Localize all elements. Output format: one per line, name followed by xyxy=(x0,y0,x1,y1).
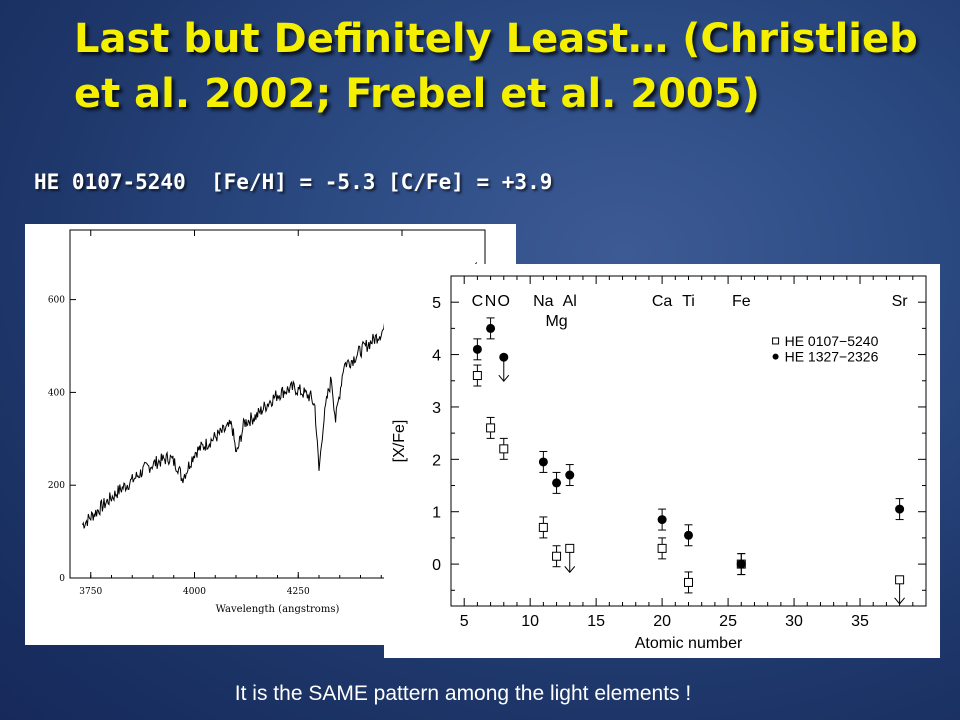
data-point-filled-circle xyxy=(736,559,746,569)
data-point-open-square xyxy=(486,423,496,433)
data-point-open-square xyxy=(895,575,905,585)
data-point-open-square xyxy=(684,577,693,587)
spectrum-y-tick-label: 600 xyxy=(48,296,65,306)
abundance-x-tick-label: 10 xyxy=(521,613,539,630)
abundance-y-axis-label: [X/Fe] xyxy=(391,420,408,463)
abundance-x-tick-label: 30 xyxy=(785,613,803,630)
data-point-filled-circle xyxy=(538,457,548,467)
element-label: Sr xyxy=(892,293,909,310)
abundance-x-axis-label: Atomic number xyxy=(635,635,743,652)
element-label: O xyxy=(498,293,510,310)
spectrum-x-axis-label: Wavelength (angstroms) xyxy=(216,604,340,615)
slide-caption: It is the SAME pattern among the light e… xyxy=(234,682,692,705)
abundance-x-tick-label: 20 xyxy=(653,613,671,630)
spectrum-x-tick-label: 3750 xyxy=(79,587,102,597)
data-point-filled-circle xyxy=(499,352,509,362)
data-point-filled-circle xyxy=(657,515,667,525)
abundance-y-tick-label: 3 xyxy=(432,400,441,417)
upper-limit-arrowhead xyxy=(564,566,576,574)
star-parameters: HE 0107-5240 [Fe/H] = -5.3 [C/Fe] = +3.9 xyxy=(34,170,553,194)
abundance-plot-frame xyxy=(450,275,927,607)
abundance-y-tick-label: 5 xyxy=(432,295,441,312)
slide-title: Last but Definitely Least… (Christlieb e… xyxy=(74,16,918,117)
legend-marker-filled-circle xyxy=(772,353,779,360)
spectrum-x-tick-label: 4250 xyxy=(287,587,310,597)
element-label: Ti xyxy=(682,293,695,310)
abundance-chart-panel: 5 10 15 20 25 30 35 0 1 2 3 4 5 Atomic number [X/Fe] C N… xyxy=(384,264,940,658)
data-point-open-square xyxy=(657,543,667,553)
abundance-x-tick-label: 35 xyxy=(851,613,869,630)
spectrum-y-tick-label: 400 xyxy=(48,388,65,398)
legend-marker-open-square xyxy=(772,337,780,345)
abundance-y-tick-label: 0 xyxy=(432,557,441,574)
element-label: Ca xyxy=(652,293,673,310)
data-point-filled-circle xyxy=(552,478,562,488)
upper-limit-arrowhead xyxy=(894,597,905,605)
data-point-filled-circle xyxy=(472,344,482,354)
data-point-filled-circle xyxy=(486,323,496,333)
data-point-filled-circle xyxy=(684,530,693,540)
element-label: C xyxy=(472,293,484,310)
abundance-x-tick-label: 25 xyxy=(719,613,737,630)
data-point-filled-circle xyxy=(895,504,905,514)
abundance-y-tick-label: 2 xyxy=(432,452,441,469)
upper-limit-arrowhead xyxy=(498,374,510,382)
abundance-x-tick-label: 15 xyxy=(587,613,605,630)
data-point-open-square xyxy=(552,551,562,561)
element-label: Al xyxy=(563,293,577,310)
abundance-y-tick-label: 4 xyxy=(432,348,441,365)
element-label: Mg xyxy=(545,313,567,330)
spectrum-y-tick-label: 0 xyxy=(59,574,65,584)
legend-label: HE 1327−2326 xyxy=(785,349,879,365)
data-point-open-square xyxy=(472,371,482,381)
data-point-open-square xyxy=(538,522,548,532)
data-point-open-square xyxy=(565,543,575,553)
spectrum-x-tick-label: 4000 xyxy=(183,587,206,597)
abundance-x-tick-label: 5 xyxy=(460,613,469,630)
data-point-open-square xyxy=(499,444,509,454)
element-label: Fe xyxy=(732,293,751,310)
legend-label: HE 0107−5240 xyxy=(785,333,879,349)
element-label: Na xyxy=(533,293,554,310)
spectrum-y-tick-label: 200 xyxy=(48,481,65,491)
element-label: N xyxy=(485,293,497,310)
abundance-y-tick-label: 1 xyxy=(432,505,441,522)
data-point-filled-circle xyxy=(565,470,575,480)
